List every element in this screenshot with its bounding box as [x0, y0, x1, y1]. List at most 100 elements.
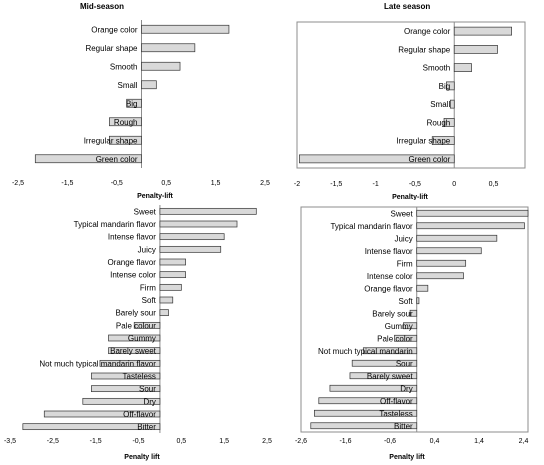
chart-late-season-sensory: Sweet Typical mandarin flavor Juicy Intense… [272, 203, 544, 465]
category-label: Dry [143, 397, 155, 406]
category-label: Green color [408, 155, 450, 164]
x-tick-label: 0,5 [176, 438, 186, 445]
category-label: Tasteless [123, 372, 156, 381]
bar [453, 45, 498, 54]
x-axis-label: Penalty lift [124, 454, 160, 461]
category-label: Intense color [367, 272, 413, 281]
category-label: Pale color [377, 334, 413, 343]
category-label: Sour [396, 359, 413, 368]
chart-mid-season-svg: Mid-season Orange color Regular shape Smoot… [12, 2, 270, 200]
bar [394, 334, 418, 342]
category-label: Not much typical mandarin [318, 347, 413, 356]
bar [443, 118, 455, 127]
plot-frame [300, 206, 529, 433]
category-label: Firm [397, 259, 413, 268]
category-label: Orange color [404, 27, 451, 36]
category-label: Bitter [137, 423, 156, 432]
bar [416, 209, 529, 217]
bar [310, 422, 418, 430]
category-label: Intense color [110, 271, 156, 280]
bar [34, 154, 142, 164]
category-label: Irregular shape [84, 136, 138, 145]
bar [318, 397, 418, 405]
bar [349, 372, 418, 380]
x-tick-label: 0 [452, 181, 456, 188]
category-label: Off-flavor [380, 397, 413, 406]
category-label: Barely sweet [367, 372, 414, 381]
x-tick-label: -1,5 [90, 438, 102, 445]
bar [141, 24, 230, 34]
chart-mid-season-sensory: Sweet Typical mandarin flavor Intense flav… [0, 203, 272, 465]
bar [91, 372, 161, 380]
category-label: Intense flavor [365, 247, 413, 256]
x-tick-label: -2,5 [12, 180, 24, 187]
chart-title: Mid-season [80, 2, 124, 11]
x-tick-label: -0,5 [132, 438, 144, 445]
bar [159, 283, 182, 291]
category-label: Rough [114, 118, 138, 127]
bar [159, 258, 186, 266]
category-label: Big [439, 82, 451, 91]
x-tick-label: 1,5 [219, 438, 229, 445]
x-tick-label: -1 [373, 181, 379, 188]
bar [446, 81, 455, 91]
bar [416, 222, 525, 230]
x-tick-label: -3,5 [4, 438, 16, 445]
bar [159, 220, 238, 228]
category-label: Bitter [394, 422, 413, 431]
bar [159, 271, 186, 279]
bar [453, 26, 512, 36]
bar [99, 359, 161, 367]
category-label: Gummy [128, 334, 156, 343]
category-label: Soft [142, 296, 157, 305]
category-label: Irregular shape [396, 137, 450, 146]
chart-late-season-svg: Late season Orange color Regular shape Smoo… [294, 2, 526, 200]
category-label: Tasteless [379, 409, 412, 418]
bar [109, 117, 142, 127]
category-label: Regular shape [85, 44, 138, 53]
x-tick-label: -2 [294, 181, 300, 188]
chart-late-season: Late season Orange color Regular shape Smoo… [272, 0, 544, 200]
category-label: Green color [96, 155, 138, 164]
bar [159, 233, 225, 241]
category-label: Not much typical mandarin flavor [39, 359, 156, 368]
x-tick-label: -2,6 [295, 438, 307, 445]
bar [159, 296, 174, 304]
category-label: Small [430, 100, 450, 109]
x-tick-label: 0,5 [489, 181, 499, 188]
category-label: Pale colour [116, 321, 156, 330]
bar [416, 247, 482, 255]
x-axis-label: Penalty-lift [392, 194, 428, 200]
bar [403, 322, 418, 330]
category-label: Off-flavor [123, 410, 156, 419]
category-label: Soft [398, 297, 413, 306]
bar [133, 321, 161, 329]
bar [409, 309, 418, 317]
x-axis-label: Penalty lift [389, 454, 425, 461]
category-label: Rough [427, 118, 451, 127]
category-label: Juicy [394, 234, 412, 243]
bar [416, 272, 464, 280]
bar [109, 135, 142, 145]
bar [108, 347, 161, 355]
x-tick-label: 2,5 [262, 438, 272, 445]
bar [416, 284, 429, 292]
bar [416, 297, 420, 305]
bar [91, 385, 161, 393]
category-label: Typical mandarin flavor [330, 222, 413, 231]
bar [43, 410, 161, 418]
bar [141, 43, 196, 53]
chart-title: Late season [384, 2, 430, 11]
category-label: Smooth [110, 62, 138, 71]
bar [314, 409, 418, 417]
bar [453, 63, 472, 72]
x-tick-label: -0,5 [111, 180, 123, 187]
category-label: Orange flavor [107, 258, 156, 267]
category-label: Barely sour [372, 309, 413, 318]
chart-mid-season: Mid-season Orange color Regular shape Smoot… [0, 0, 272, 200]
bar [126, 98, 142, 108]
bar [82, 397, 161, 405]
bar [449, 99, 455, 109]
category-label: Gummy [385, 322, 413, 331]
bar [141, 80, 157, 90]
